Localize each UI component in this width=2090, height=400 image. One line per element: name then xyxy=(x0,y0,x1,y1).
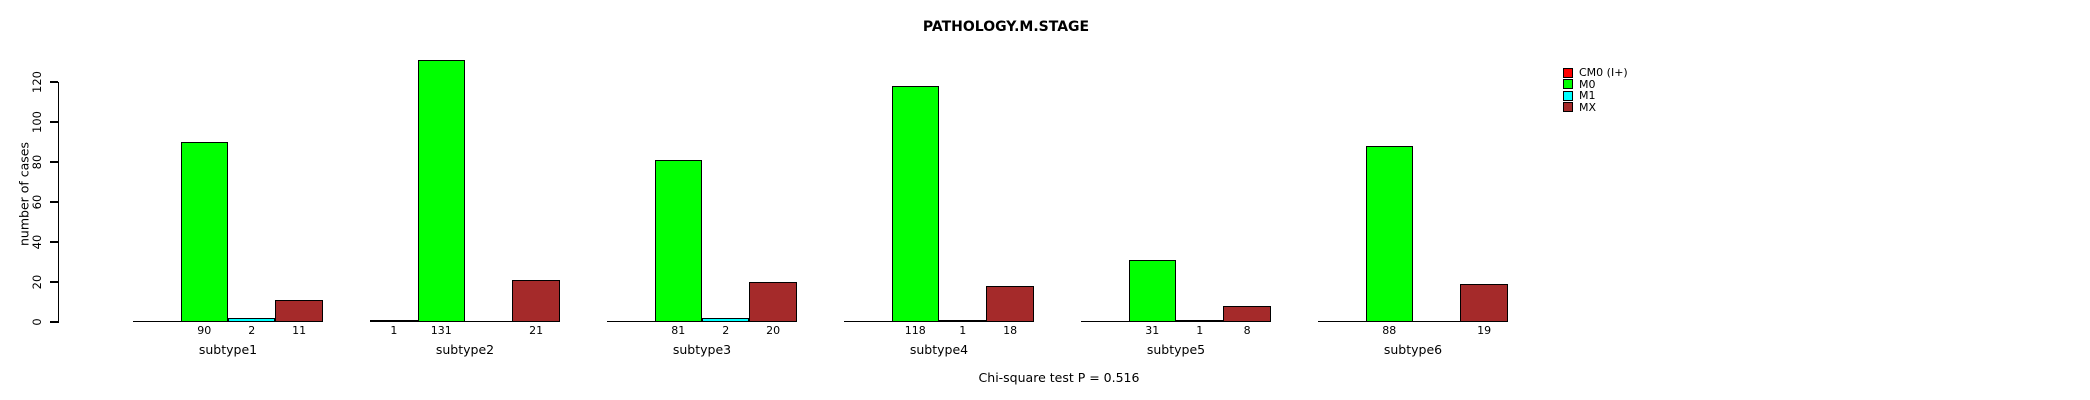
bar-value-label: 20 xyxy=(766,323,781,337)
legend-label: M1 xyxy=(1579,89,1596,103)
bar-value-label: 88 xyxy=(1382,323,1397,337)
zero-bar-line xyxy=(1413,321,1461,323)
bar xyxy=(1460,284,1508,322)
legend-label: M0 xyxy=(1579,77,1596,91)
zero-bar-line xyxy=(133,321,181,323)
y-tick-label: 0 xyxy=(30,318,44,326)
bar-value-label: 31 xyxy=(1145,323,1160,337)
category-label: subtype6 xyxy=(1383,342,1443,357)
bar xyxy=(228,318,276,322)
y-tick-mark xyxy=(50,321,58,323)
legend-swatch xyxy=(1563,90,1573,101)
chi-square-annotation: Chi-square test P = 0.516 xyxy=(978,370,1140,385)
bar-value-label: 81 xyxy=(671,323,686,337)
bar-value-label: 90 xyxy=(197,323,212,337)
bar-value-label: 11 xyxy=(292,323,307,337)
bar-value-label: 1 xyxy=(1196,323,1204,337)
bar xyxy=(891,86,939,322)
bar-value-label: 1 xyxy=(959,323,967,337)
y-tick-label: 80 xyxy=(30,154,44,170)
y-tick-label: 60 xyxy=(30,194,44,210)
y-tick-label: 40 xyxy=(30,234,44,250)
y-tick-mark xyxy=(50,121,58,123)
bar xyxy=(749,282,797,322)
bar-value-label: 2 xyxy=(248,323,256,337)
legend-row: M0 xyxy=(1563,79,1628,91)
bar-value-label: 21 xyxy=(529,323,544,337)
bar-value-label: 8 xyxy=(1243,323,1251,337)
bar xyxy=(702,318,750,322)
bar xyxy=(939,320,987,322)
legend-row: M1 xyxy=(1563,90,1628,102)
bar xyxy=(180,142,228,322)
y-axis-line xyxy=(57,82,59,323)
y-tick-mark xyxy=(50,281,58,283)
y-tick-label: 120 xyxy=(30,71,44,93)
category-label: subtype4 xyxy=(909,342,969,357)
legend-swatch xyxy=(1563,79,1573,90)
legend-label: MX xyxy=(1579,100,1597,114)
zero-bar-line xyxy=(844,321,892,323)
chart-title: PATHOLOGY.M.STAGE xyxy=(922,19,1090,35)
legend: CM0 (I+) M0 M1 MX xyxy=(1563,67,1628,113)
bar xyxy=(654,160,702,322)
bar-value-label: 118 xyxy=(904,323,926,337)
bar-value-label: 2 xyxy=(722,323,730,337)
y-tick-mark xyxy=(50,201,58,203)
category-label: subtype3 xyxy=(672,342,732,357)
bar xyxy=(1223,306,1271,322)
y-tick-mark xyxy=(50,81,58,83)
zero-bar-line xyxy=(1081,321,1129,323)
bar-value-label: 19 xyxy=(1477,323,1492,337)
bar-value-label: 1 xyxy=(390,323,398,337)
bar xyxy=(370,320,418,322)
y-tick-label: 100 xyxy=(30,111,44,133)
bar xyxy=(1128,260,1176,322)
category-label: subtype5 xyxy=(1146,342,1206,357)
bar xyxy=(512,280,560,322)
bar xyxy=(417,60,465,322)
bar-value-label: 18 xyxy=(1003,323,1018,337)
zero-bar-line xyxy=(1318,321,1366,323)
zero-bar-line xyxy=(607,321,655,323)
legend-label: CM0 (I+) xyxy=(1579,66,1628,80)
bar xyxy=(986,286,1034,322)
legend-row: MX xyxy=(1563,102,1628,114)
y-tick-mark xyxy=(50,241,58,243)
category-label: subtype2 xyxy=(435,342,495,357)
category-label: subtype1 xyxy=(198,342,258,357)
y-tick-mark xyxy=(50,161,58,163)
bar xyxy=(1365,146,1413,322)
zero-bar-line xyxy=(465,321,513,323)
legend-swatch xyxy=(1563,102,1573,113)
legend-row: CM0 (I+) xyxy=(1563,67,1628,79)
bar-value-label: 131 xyxy=(430,323,452,337)
legend-swatch xyxy=(1563,67,1573,78)
y-tick-label: 20 xyxy=(30,274,44,290)
bar xyxy=(1176,320,1224,322)
bar xyxy=(275,300,323,322)
